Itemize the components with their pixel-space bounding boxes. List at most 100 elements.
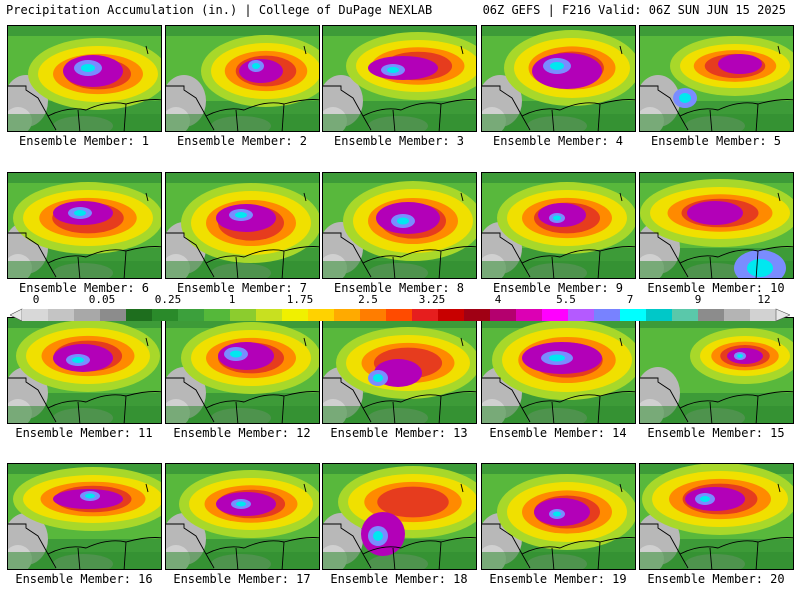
colorbar-swatch <box>490 309 517 321</box>
member-map-panel <box>322 25 477 132</box>
member-label: Ensemble Member: 4 <box>492 134 624 148</box>
colorbar-tick-label: 0 <box>32 293 40 306</box>
colorbar-swatch <box>48 309 75 321</box>
precip-map <box>166 318 319 423</box>
colorbar-swatch <box>646 309 673 321</box>
colorbar-swatch <box>152 309 179 321</box>
precip-map <box>8 464 161 569</box>
colorbar-swatch <box>568 309 595 321</box>
colorbar-swatch <box>74 309 101 321</box>
precip-map <box>323 26 476 131</box>
member-map-panel <box>481 25 636 132</box>
precip-map <box>166 464 319 569</box>
colorbar-swatch <box>698 309 725 321</box>
member-map-panel <box>165 317 320 424</box>
colorbar-swatch <box>334 309 361 321</box>
colorbar-swatch <box>100 309 127 321</box>
colorbar-swatch <box>750 309 777 321</box>
member-map-panel <box>322 463 477 570</box>
precip-map <box>482 173 635 278</box>
member-label: Ensemble Member: 16 <box>15 572 153 586</box>
member-map-panel <box>481 463 636 570</box>
colorbar-swatch <box>620 309 647 321</box>
colorbar-swatch <box>386 309 413 321</box>
member-label: Ensemble Member: 5 <box>650 134 782 148</box>
precip-map <box>323 464 476 569</box>
colorbar-swatch <box>542 309 569 321</box>
member-label: Ensemble Member: 1 <box>18 134 150 148</box>
colorbar-swatch <box>178 309 205 321</box>
precip-map <box>8 173 161 278</box>
precip-map <box>640 318 793 423</box>
member-label: Ensemble Member: 7 <box>176 281 308 295</box>
colorbar-swatch <box>724 309 751 321</box>
member-label: Ensemble Member: 3 <box>333 134 465 148</box>
colorbar-swatch <box>204 309 231 321</box>
colorbar-swatch <box>256 309 283 321</box>
colorbar-swatch <box>22 309 49 321</box>
precip-map <box>323 318 476 423</box>
colorbar-tick-label: 0.05 <box>88 293 116 306</box>
colorbar-tick-label: 1 <box>228 293 236 306</box>
member-label: Ensemble Member: 13 <box>330 426 468 440</box>
precip-map <box>640 173 793 278</box>
colorbar-tick-label: 3.25 <box>418 293 446 306</box>
member-label: Ensemble Member: 2 <box>176 134 308 148</box>
member-map-panel <box>322 172 477 279</box>
colorbar-swatch <box>282 309 309 321</box>
colorbar-tick-label: 2.5 <box>358 293 378 306</box>
member-map-panel <box>481 172 636 279</box>
member-map-panel <box>639 25 794 132</box>
member-label: Ensemble Member: 15 <box>647 426 785 440</box>
colorbar-swatch <box>516 309 543 321</box>
member-label: Ensemble Member: 14 <box>489 426 627 440</box>
member-map-panel <box>639 172 794 279</box>
member-label: Ensemble Member: 11 <box>15 426 153 440</box>
precip-map <box>482 464 635 569</box>
colorbar-tick-label: 7 <box>626 293 634 306</box>
member-label: Ensemble Member: 19 <box>489 572 627 586</box>
colorbar-swatch <box>464 309 491 321</box>
member-map-panel <box>165 172 320 279</box>
member-label: Ensemble Member: 12 <box>173 426 311 440</box>
colorbar-tick-label: 5.5 <box>556 293 576 306</box>
colorbar-swatch <box>672 309 699 321</box>
member-label: Ensemble Member: 10 <box>647 281 785 295</box>
precip-map <box>8 318 161 423</box>
member-label: Ensemble Member: 8 <box>333 281 465 295</box>
colorbar-swatch <box>438 309 465 321</box>
member-map-panel <box>7 172 162 279</box>
colorbar-swatch <box>594 309 621 321</box>
precip-map <box>166 26 319 131</box>
colorbar-swatch <box>230 309 257 321</box>
colorbar-swatch <box>360 309 387 321</box>
header-title: Precipitation Accumulation (in.) | Colle… <box>6 3 433 17</box>
member-map-panel <box>165 25 320 132</box>
member-map-panel <box>639 463 794 570</box>
colorbar-tick-label: 12 <box>757 293 771 306</box>
colorbar-min-arrow <box>10 308 23 322</box>
precip-map <box>640 26 793 131</box>
member-label: Ensemble Member: 6 <box>18 281 150 295</box>
colorbar-swatch <box>126 309 153 321</box>
member-map-panel <box>7 317 162 424</box>
member-map-panel <box>165 463 320 570</box>
member-label: Ensemble Member: 18 <box>330 572 468 586</box>
colorbar: 0 0.05 0.25 1 1.75 2.5 3.25 4 5.5 7 9 12 <box>10 293 790 324</box>
colorbar-swatch <box>308 309 335 321</box>
member-map-panel <box>7 25 162 132</box>
member-label: Ensemble Member: 20 <box>647 572 785 586</box>
precip-map <box>640 464 793 569</box>
member-label: Ensemble Member: 17 <box>173 572 311 586</box>
colorbar-tick-label: 4 <box>494 293 502 306</box>
colorbar-swatch <box>412 309 439 321</box>
colorbar-tick-label: 9 <box>694 293 702 306</box>
header-run-info: 06Z GEFS | F216 Valid: 06Z SUN JUN 15 20… <box>482 3 786 17</box>
precip-map <box>482 26 635 131</box>
colorbar-tick-label: 0.25 <box>154 293 182 306</box>
member-map-panel <box>7 463 162 570</box>
colorbar-max-arrow <box>775 308 790 322</box>
precip-map <box>323 173 476 278</box>
precip-map <box>482 318 635 423</box>
member-label: Ensemble Member: 9 <box>492 281 624 295</box>
